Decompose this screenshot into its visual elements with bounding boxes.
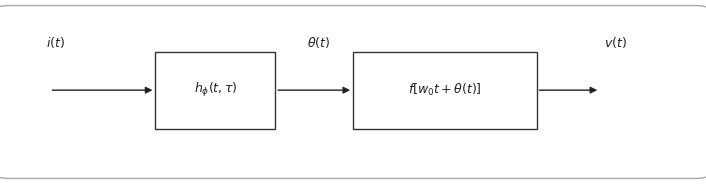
- Text: $f[w_0 t + \theta(t)]$: $f[w_0 t + \theta(t)]$: [408, 82, 481, 98]
- Text: $v(t)$: $v(t)$: [604, 35, 627, 50]
- Bar: [353, 52, 537, 129]
- Text: $\theta(t)$: $\theta(t)$: [307, 35, 330, 50]
- Text: $i(t)$: $i(t)$: [46, 35, 65, 50]
- Bar: [155, 52, 275, 129]
- Text: $h_{\phi}(t,\tau)$: $h_{\phi}(t,\tau)$: [193, 81, 237, 99]
- FancyBboxPatch shape: [0, 6, 706, 178]
